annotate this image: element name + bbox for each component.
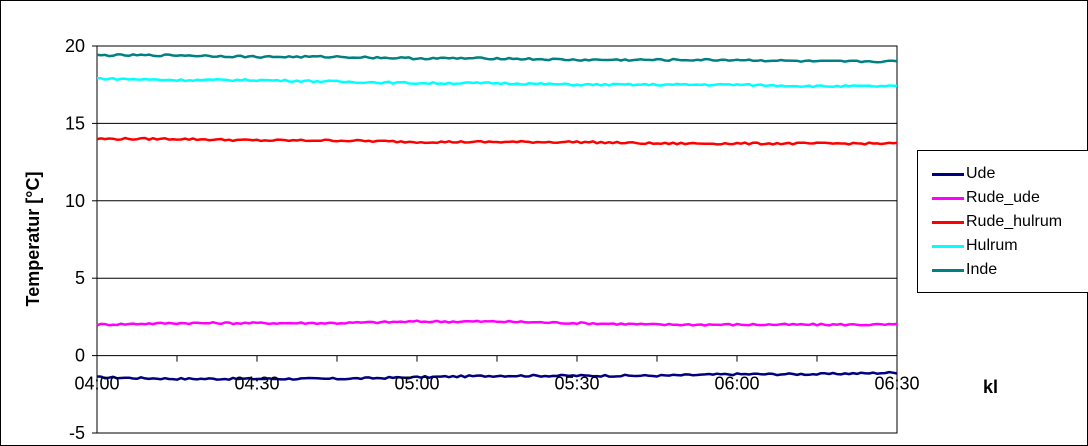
y-tick-label: 5 — [75, 268, 85, 288]
legend-swatch — [932, 268, 964, 272]
series-lines — [96, 53, 898, 381]
legend-label: Inde — [966, 261, 998, 278]
y-tick-label: 0 — [75, 346, 85, 366]
y-tick-labels: -5 0 5 10 15 20 — [65, 36, 85, 443]
x-tick-label: 06:30 — [874, 374, 919, 394]
x-tick-labels: 04:00 04:30 05:00 05:30 06:00 06:30 — [74, 374, 919, 394]
legend-swatch — [932, 220, 964, 224]
legend-label: Rude_hulrum — [966, 213, 1063, 230]
axes — [92, 45, 898, 434]
x-tick-label: 05:00 — [394, 374, 439, 394]
y-tick-label: 20 — [65, 36, 85, 56]
x-tick-label: 04:00 — [74, 374, 119, 394]
x-tick-label: 06:00 — [714, 374, 759, 394]
x-axis-label: kl — [983, 377, 998, 397]
series-line-rude-hulrum — [96, 136, 898, 146]
legend-item-rude-hulrum: Rude_hulrum — [918, 210, 1062, 234]
series-line-ude — [96, 370, 898, 381]
legend-item-ude: Ude — [918, 162, 995, 186]
y-tick-label: -5 — [69, 423, 85, 443]
y-axis-label: Temperatur [°C] — [23, 172, 43, 307]
series-line-hulrum — [97, 76, 898, 89]
x-tick-label: 04:30 — [234, 374, 279, 394]
plot-area — [96, 45, 898, 434]
x-tick-label: 05:30 — [554, 374, 599, 394]
y-tick-label: 15 — [65, 113, 85, 133]
legend-label: Ude — [966, 165, 996, 182]
series-line-inde — [96, 53, 898, 64]
legend-swatch — [932, 196, 964, 200]
series-line-rude-ude — [96, 319, 898, 327]
legend-item-rude-ude: Rude_ude — [918, 186, 1040, 210]
legend-swatch — [932, 244, 964, 248]
legend-item-inde: Inde — [918, 258, 997, 282]
legend-label: Rude_ude — [966, 189, 1040, 206]
legend-swatch — [932, 172, 964, 176]
y-tick-label: 10 — [65, 191, 85, 211]
legend-item-hulrum: Hulrum — [918, 234, 1018, 258]
legend-label: Hulrum — [966, 237, 1018, 254]
legend: Ude Rude_ude Rude_hulrum Hulrum Inde — [917, 150, 1088, 293]
